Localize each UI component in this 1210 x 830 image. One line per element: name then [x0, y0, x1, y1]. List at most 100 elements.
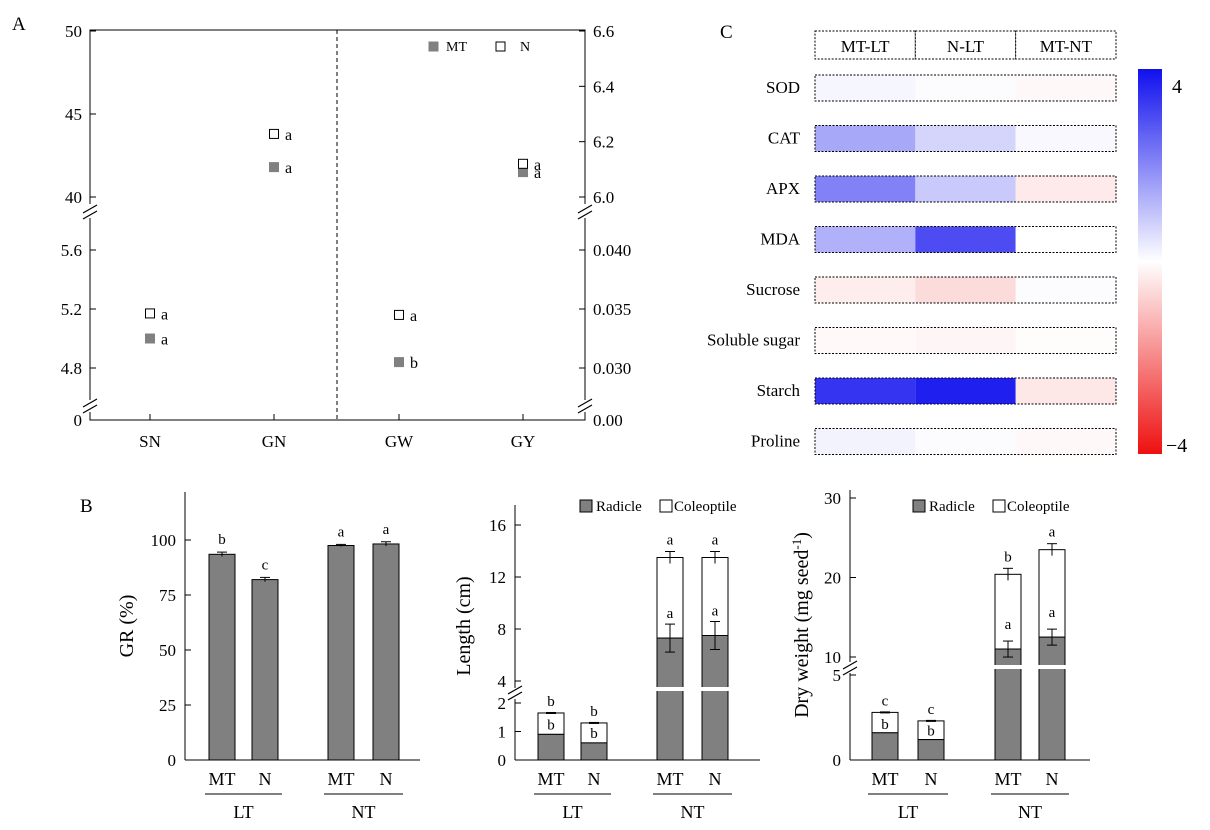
y-tick-label-left: 50 — [65, 22, 82, 41]
y-tick-label-right: 6.4 — [593, 77, 615, 96]
significance-label: b — [547, 694, 555, 710]
significance-label: c — [262, 557, 269, 573]
heatmap-cell — [815, 327, 916, 354]
x-category-label: N — [588, 769, 601, 789]
bar-radicle — [537, 733, 565, 761]
y-tick-label-right-zero: 0.00 — [593, 411, 623, 430]
bar-radicle — [1038, 636, 1066, 761]
data-point-mt — [394, 357, 404, 368]
axis-break-gap — [576, 204, 594, 218]
significance-label: b — [927, 724, 935, 740]
data-point-label: b — [410, 355, 418, 372]
y-tick-label: 20 — [824, 569, 841, 588]
heatmap-cell — [815, 75, 916, 101]
y-tick-label-right: 6.2 — [593, 133, 614, 152]
data-point-mt — [145, 333, 155, 344]
heatmap-row-label: Starch — [757, 381, 801, 400]
y-tick-label-right: 6.0 — [593, 188, 614, 207]
y-tick-label: 10 — [824, 648, 841, 667]
bar-radicle — [917, 739, 945, 761]
axis-break-gap — [507, 688, 523, 699]
chart-panel-c-heatmap: MT-LT N-LT MT-NT SOD CAT APX MDA Sucrose Soluble… — [707, 30, 1187, 457]
axis-break-mark — [577, 204, 593, 220]
chart-panel-a: 40 45 50 4.8 5.2 5.6 0 6.0 6.2 6.4 6.6 0.030 0.035 0.… — [61, 22, 632, 451]
y-tick-label: 4 — [498, 672, 507, 691]
bar-break — [656, 687, 684, 691]
significance-label: a — [383, 522, 390, 538]
legend-marker-n — [495, 41, 506, 52]
y-tick-label: 30 — [824, 489, 841, 508]
y-axis-title-superscript: -1 — [789, 539, 804, 550]
heatmap-column-header-box — [814, 30, 916, 60]
y-tick-label: 50 — [159, 641, 176, 660]
x-category-label: N — [380, 769, 393, 789]
data-point-n — [518, 158, 528, 169]
heatmap-row-label: APX — [766, 179, 800, 198]
y-tick-label: 12 — [489, 568, 506, 587]
heatmap-cell — [815, 378, 916, 404]
heatmap-row-label: Sucrose — [746, 280, 800, 299]
significance-label: b — [218, 532, 226, 548]
bar-radicle — [701, 635, 729, 761]
significance-label: c — [882, 693, 889, 709]
bar-radicle — [871, 732, 899, 761]
data-point-mt — [518, 167, 528, 178]
heatmap-row-label: MDA — [760, 230, 800, 249]
legend-label-radicle: Radicle — [929, 499, 975, 515]
y-tick-label: 1 — [498, 723, 507, 742]
x-category-label: MT — [328, 769, 355, 789]
data-point-label: a — [410, 308, 417, 325]
significance-label: a — [712, 533, 719, 549]
heatmap-cell — [815, 277, 916, 303]
axis-break-gap — [81, 204, 99, 218]
data-point-label: a — [285, 160, 292, 177]
x-category-label: N — [709, 769, 722, 789]
bar-break — [1038, 665, 1066, 669]
y-tick-label-right: 0.040 — [593, 241, 631, 260]
axis-break-mark — [82, 204, 98, 220]
significance-label: b — [881, 717, 889, 733]
significance-label: c — [928, 702, 935, 718]
y-tick-label-right: 6.6 — [593, 22, 614, 41]
significance-label: a — [712, 604, 719, 620]
axis-break-mark — [577, 398, 593, 414]
legend-marker-coleoptile — [992, 499, 1006, 513]
group-label: LT — [898, 802, 918, 822]
heatmap-cell — [915, 176, 1016, 202]
y-axis-title: Dry weight (mg seed-1) — [789, 532, 813, 718]
legend-label-radicle: Radicle — [596, 499, 642, 515]
significance-label: a — [667, 533, 674, 549]
data-point-label: a — [285, 127, 292, 144]
y-tick-label: 0 — [833, 751, 842, 770]
panel-label-c: C — [720, 22, 733, 43]
x-category-label: N — [259, 769, 272, 789]
panel-label-a: A — [12, 14, 26, 35]
significance-label: b — [547, 717, 555, 733]
bar-radicle — [656, 637, 684, 761]
axis-break-mark — [842, 660, 858, 676]
heatmap-cell — [1015, 125, 1116, 152]
y-tick-label: 5 — [833, 666, 842, 685]
panel-label-b: B — [80, 496, 93, 517]
y-tick-label-right: 0.030 — [593, 359, 631, 378]
y-axis-title-main: Dry weight (mg seed — [791, 550, 813, 718]
significance-label: a — [1049, 525, 1056, 541]
data-point-label: a — [161, 332, 168, 349]
heatmap-column-header-box — [1015, 30, 1117, 60]
heatmap-row-label: CAT — [768, 129, 801, 148]
bar — [208, 553, 236, 761]
x-category-label: N — [1046, 769, 1059, 789]
y-axis-title-end: ) — [791, 532, 813, 539]
heatmap-cell — [1015, 75, 1116, 101]
y-tick-label: 75 — [159, 586, 176, 605]
y-tick-label: 8 — [498, 620, 507, 639]
heatmap-cell — [915, 125, 1016, 152]
bar-break — [994, 665, 1022, 669]
data-point-label: a — [534, 157, 541, 174]
significance-label: b — [590, 726, 598, 742]
color-scale-bar — [1138, 69, 1162, 454]
data-point-mt — [269, 162, 279, 173]
chart-panel-b-dry-weight: 0 510 20 30 Dry weight (mg seed-1) Radicle Col… — [789, 489, 1090, 822]
x-category-label: MT — [209, 769, 236, 789]
heatmap-row-frame — [814, 327, 1117, 354]
